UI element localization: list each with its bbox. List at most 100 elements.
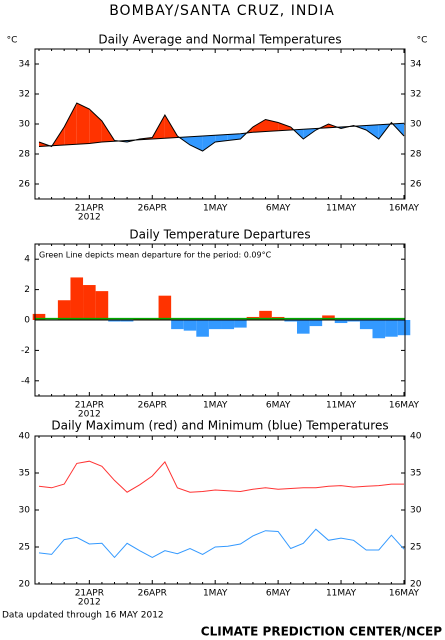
x-tick-label: 16MAY [389, 589, 420, 599]
plot-frame [34, 243, 406, 397]
bar [108, 320, 121, 322]
x-tick-label: 1MAY [203, 204, 228, 214]
unit-label: °C [7, 36, 18, 46]
bar [83, 285, 96, 320]
x-tick-label: 21APR [75, 589, 104, 599]
bar [70, 277, 84, 320]
y-tick-label: 26 [410, 180, 422, 190]
y-tick-label: 30 [19, 506, 31, 516]
bar [32, 313, 46, 320]
y-tick-label: 30 [19, 120, 31, 130]
x-tick-label: 6MAY [266, 204, 291, 214]
y-tick-label: 4 [24, 255, 30, 265]
departure-fill [89, 109, 102, 144]
footer-left: Data updated through 16 MAY 2012 [2, 611, 164, 621]
bar [322, 315, 335, 320]
annotation: Green Line depicts mean departure for th… [39, 251, 272, 260]
departure-fill [190, 136, 203, 151]
year-label: 2012 [78, 598, 101, 608]
x-tick-label: 11MAY [326, 589, 357, 599]
average-line [38, 102, 405, 152]
x-tick-label: 26APR [138, 589, 167, 599]
bar [221, 320, 235, 330]
unit-label: °C [417, 36, 428, 46]
plot-frame [34, 48, 406, 200]
y-tick-label: 30 [410, 120, 422, 130]
x-tick-label: 6MAY [266, 589, 291, 599]
x-tick-label: 16MAY [389, 401, 420, 411]
bar [397, 320, 411, 336]
bar [120, 320, 134, 322]
x-tick-label: 21APR [75, 401, 104, 411]
departure-fill [227, 133, 241, 141]
panel-title: Daily Maximum (red) and Minimum (blue) T… [51, 419, 388, 433]
y-tick-label: 25 [19, 543, 30, 553]
departure-fill [215, 134, 228, 142]
y-tick-label: 35 [19, 469, 30, 479]
y-tick-label: 40 [19, 432, 31, 442]
y-tick-label: 26 [19, 180, 31, 190]
bar [208, 320, 222, 330]
y-tick-label: 20 [410, 580, 422, 590]
title: BOMBAY/SANTA CRUZ, INDIA [109, 3, 335, 19]
x-tick-label: 1MAY [203, 401, 228, 411]
y-tick-label: 2 [24, 285, 30, 295]
y-tick-label: 35 [410, 469, 421, 479]
departure-fill [252, 119, 266, 133]
y-tick-label: 20 [19, 580, 31, 590]
x-tick-label: 1MAY [203, 589, 228, 599]
y-tick-label: 0 [24, 316, 30, 326]
y-tick-label: 25 [410, 543, 421, 553]
y-tick-label: 34 [410, 60, 422, 70]
departure-fill [265, 119, 279, 132]
x-tick-label: 6MAY [266, 401, 291, 411]
departure-fill [366, 124, 379, 139]
series-line [38, 528, 405, 559]
bar [196, 320, 209, 337]
bar [309, 320, 323, 327]
departure-fill [202, 135, 216, 151]
y-tick-label: 32 [410, 90, 421, 100]
departure-fill [76, 103, 90, 145]
y-tick-label: 40 [410, 432, 422, 442]
bar [347, 320, 360, 322]
panel-title: Daily Temperature Departures [129, 228, 310, 242]
departure-fill [278, 122, 291, 131]
bar [359, 320, 373, 330]
y-tick-label: 28 [19, 150, 31, 160]
plot-frame [34, 435, 406, 585]
departure-fill [64, 103, 77, 145]
bar [284, 320, 297, 322]
y-tick-label: -4 [21, 376, 30, 386]
y-tick-label: 32 [19, 90, 30, 100]
bar [183, 320, 197, 331]
bar [95, 291, 109, 320]
y-tick-label: 30 [410, 506, 422, 516]
series-line [38, 460, 404, 493]
normal-line [38, 122, 405, 147]
bar [234, 320, 247, 328]
bar [385, 320, 398, 337]
bar [259, 310, 272, 320]
footer-right: CLIMATE PREDICTION CENTER/NCEP [201, 625, 442, 639]
x-tick-label: 26APR [138, 204, 167, 214]
bar [171, 320, 184, 330]
y-tick-label: -2 [21, 346, 30, 356]
x-tick-label: 11MAY [326, 401, 357, 411]
bar [158, 295, 172, 320]
bar [334, 320, 348, 324]
bar [372, 320, 386, 339]
x-tick-label: 16MAY [389, 204, 420, 214]
x-tick-label: 26APR [138, 401, 167, 411]
year-label: 2012 [78, 213, 101, 223]
x-tick-label: 11MAY [326, 204, 357, 214]
panel-title: Daily Average and Normal Temperatures [98, 33, 341, 47]
x-tick-label: 21APR [75, 204, 104, 214]
bar [57, 300, 71, 320]
bar [296, 320, 310, 334]
y-tick-label: 28 [410, 150, 422, 160]
year-label: 2012 [78, 410, 101, 420]
y-tick-label: 34 [19, 60, 31, 70]
